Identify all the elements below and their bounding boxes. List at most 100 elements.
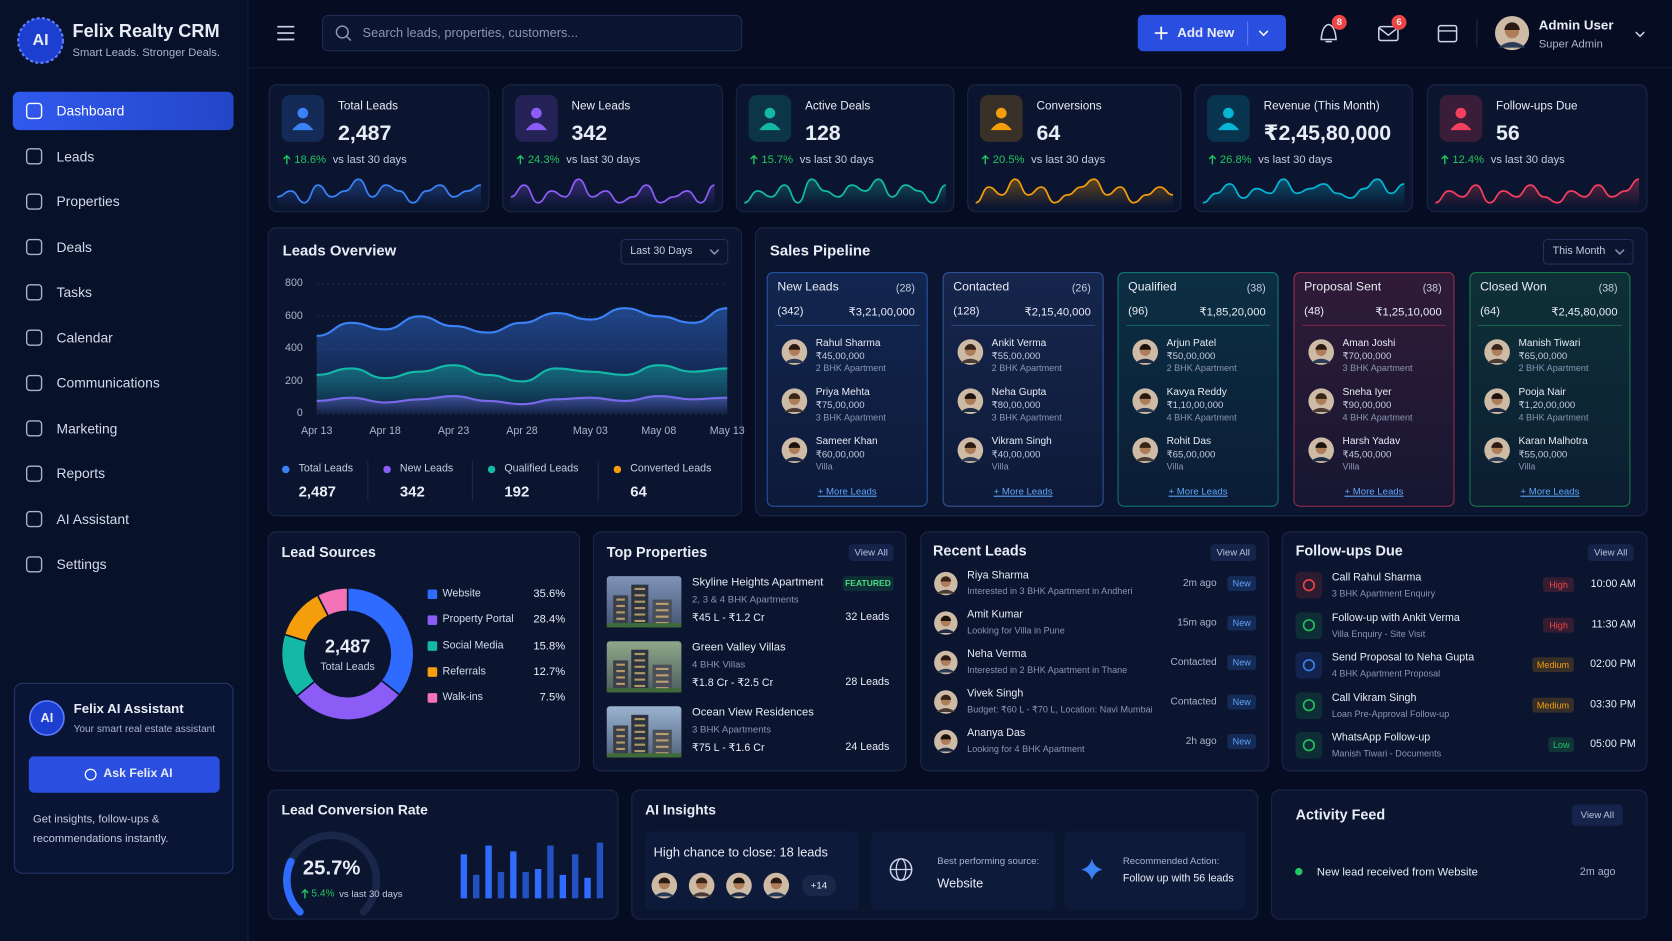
kpi-value: 56 <box>1496 121 1520 146</box>
avatar-hair <box>940 655 952 661</box>
followup-icon-box <box>1295 651 1323 679</box>
ground <box>606 688 682 693</box>
lead-name: Harsh Yadav <box>1342 435 1401 448</box>
stage-name: Qualified <box>1128 280 1177 294</box>
building <box>652 664 672 693</box>
view-all-button[interactable] <box>1587 544 1634 562</box>
legend-dot <box>613 465 622 474</box>
nav-item[interactable]: Deals <box>56 238 92 255</box>
window <box>634 750 646 753</box>
window <box>655 745 669 748</box>
nav-item[interactable]: Dashboard <box>56 102 125 119</box>
nav-item[interactable]: Properties <box>56 193 120 210</box>
kpi-icon <box>764 107 776 119</box>
user-name[interactable]: Admin User <box>1538 17 1614 33</box>
nav-active[interactable] <box>12 91 234 131</box>
avatar-body <box>936 668 956 673</box>
more-leads-link[interactable]: + More Leads <box>993 486 1053 497</box>
nav-item[interactable]: Communications <box>56 374 160 391</box>
window <box>616 598 625 601</box>
lead-type: 3 BHK Apartment <box>1342 362 1413 374</box>
brand-tagline: Smart Leads. Stronger Deals. <box>72 46 221 60</box>
stage-amount: ₹3,21,00,000 <box>848 305 915 319</box>
x-tick-label: Apr 18 <box>369 425 401 438</box>
lead-name: Manish Tiwari <box>1518 337 1581 350</box>
lead-name: Kavya Reddy <box>1166 386 1227 399</box>
ask-button-label[interactable]: Ask Felix AI <box>103 767 173 781</box>
nav-item[interactable]: AI Assistant <box>56 510 129 527</box>
y-tick-label: 400 <box>285 342 303 355</box>
view-all[interactable]: View All <box>1580 809 1615 821</box>
lead-amount: ₹55,00,000 <box>1518 448 1568 460</box>
assistant-logo-text: AI <box>40 710 54 726</box>
stage-badge: (28) <box>895 282 915 295</box>
ask-button[interactable] <box>28 756 220 793</box>
window <box>655 609 669 612</box>
more-leads-link[interactable]: + More Leads <box>817 486 877 497</box>
legend-dot <box>383 465 391 474</box>
avatar-body <box>766 892 787 897</box>
view-all-button[interactable] <box>1571 804 1623 826</box>
add-button-label[interactable]: Add New <box>1177 25 1235 41</box>
insight-chance: High chance to close: 18 leads <box>653 844 828 860</box>
nav-item[interactable]: Calendar <box>56 329 113 346</box>
window <box>634 737 646 740</box>
bar <box>510 851 517 899</box>
lead-amount: ₹50,00,000 <box>1166 350 1216 362</box>
x-tick-label: May 03 <box>572 425 608 438</box>
sparkline <box>510 178 715 204</box>
pie-segment <box>316 587 349 618</box>
avatar-hair <box>658 877 671 884</box>
lead-type: 4 BHK Apartment <box>1342 411 1413 423</box>
legend-label: Referrals <box>442 665 486 678</box>
nav-item[interactable]: Tasks <box>56 284 92 301</box>
avatar-body <box>784 358 805 363</box>
lead-type: Villa <box>815 460 833 472</box>
search-placeholder[interactable]: Search leads, properties, customers... <box>362 25 579 41</box>
chevron-icon <box>1258 30 1269 37</box>
status-badge <box>1227 615 1257 631</box>
kpi-icon <box>292 122 314 131</box>
window <box>616 670 625 673</box>
nav-item[interactable]: Settings <box>56 556 107 573</box>
window <box>634 600 646 603</box>
nav-icon <box>25 510 43 528</box>
avatar-hair <box>1491 393 1503 399</box>
view-all[interactable]: View All <box>1216 546 1250 558</box>
lead-type: 2 BHK Apartment <box>815 362 886 374</box>
nav-item[interactable]: Marketing <box>56 420 118 437</box>
status-badge <box>1227 734 1257 749</box>
more-leads-link[interactable]: + More Leads <box>1168 486 1228 497</box>
avatar-body <box>1135 456 1156 462</box>
legend-swatch <box>427 641 438 651</box>
x-tick-label: Apr 28 <box>506 425 538 438</box>
nav-item[interactable]: Reports <box>56 465 106 482</box>
data-label: 28.4% <box>533 613 566 627</box>
pie-center-value: 2,487 <box>324 636 371 657</box>
window <box>634 678 646 681</box>
kpi-label: New Leads <box>571 99 631 113</box>
avatar-hair <box>1491 442 1503 448</box>
filter-dropdown[interactable] <box>1542 238 1634 265</box>
view-all[interactable]: View All <box>1593 546 1628 558</box>
filter-label[interactable]: This Month <box>1552 245 1606 258</box>
recent-leads-card <box>920 531 1269 772</box>
window <box>634 613 646 616</box>
nav-item[interactable]: Leads <box>56 147 95 164</box>
x-tick-label: May 08 <box>641 425 677 438</box>
property-detail: 4 BHK Villas <box>692 658 746 670</box>
view-all-button[interactable] <box>848 544 894 562</box>
more-leads-link[interactable]: + More Leads <box>1344 486 1404 497</box>
filter-dropdown[interactable] <box>620 238 729 265</box>
kpi-label: Conversions <box>1036 99 1102 113</box>
more-leads-link[interactable]: + More Leads <box>1520 486 1580 497</box>
search-box[interactable] <box>322 14 743 52</box>
stage-count: (96) <box>1128 304 1149 318</box>
view-all-button[interactable] <box>1210 544 1257 562</box>
view-all[interactable]: View All <box>854 546 888 558</box>
lead-type: Villa <box>1518 460 1536 472</box>
priority-badge <box>1548 737 1574 753</box>
legend-label: Converted Leads <box>630 463 712 475</box>
filter-label[interactable]: Last 30 Days <box>630 245 693 258</box>
